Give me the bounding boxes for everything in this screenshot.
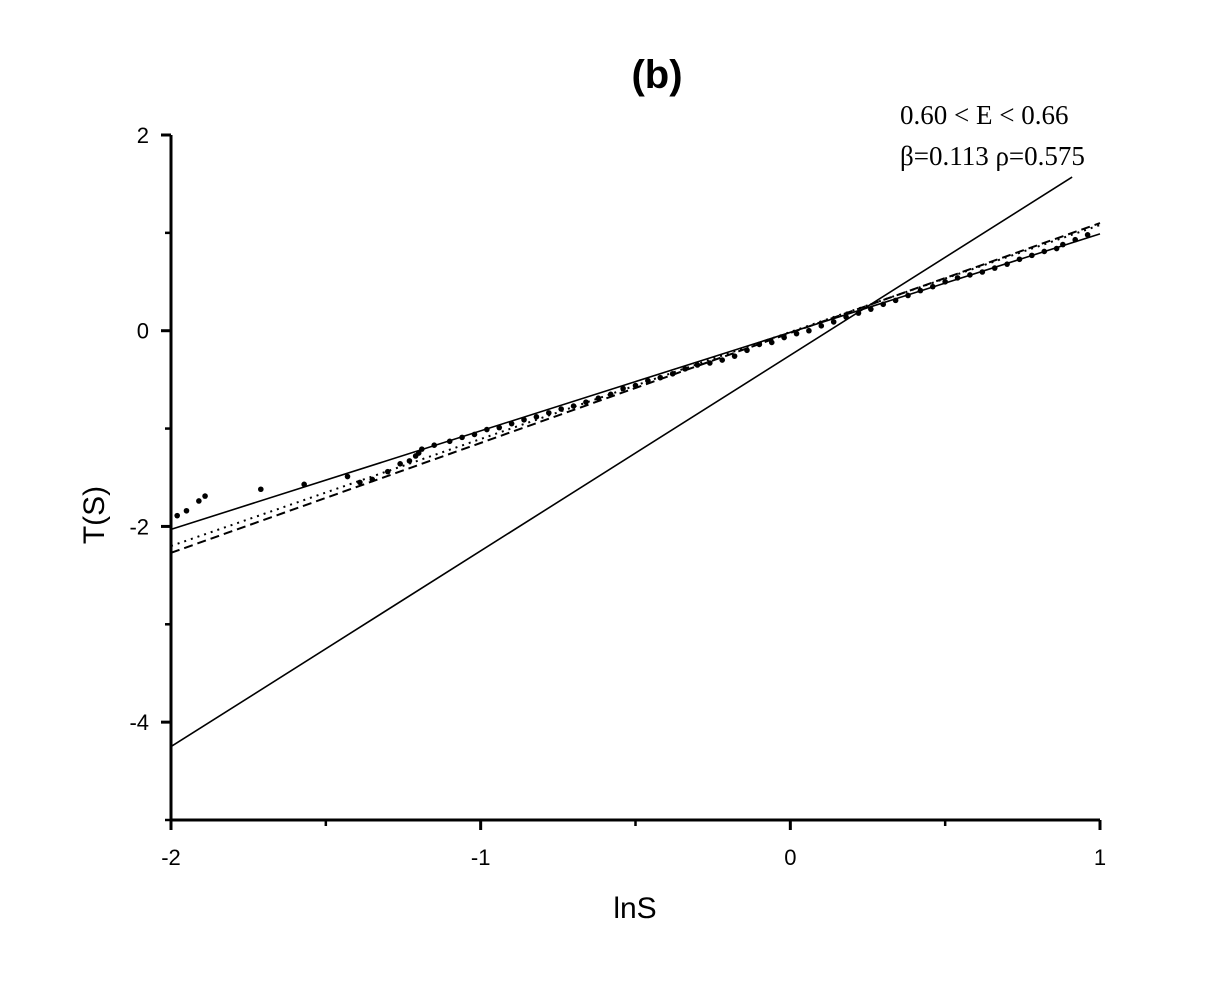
y-tick-label: -2 (129, 514, 149, 539)
x-tick-label: -1 (471, 845, 491, 870)
data-point (607, 391, 614, 398)
x-tick-label: 0 (784, 845, 796, 870)
data-point (570, 403, 577, 409)
data-point (196, 498, 202, 504)
data-point (384, 468, 391, 475)
solid-fit-line-1 (170, 233, 1101, 531)
data-point (174, 512, 180, 519)
data-point (583, 399, 589, 405)
x-tick-label: 1 (1094, 845, 1106, 870)
data-point (419, 446, 425, 452)
data-point (545, 410, 552, 416)
data-point (620, 385, 626, 392)
data-point (818, 323, 825, 329)
data-point (917, 287, 924, 294)
data-point (595, 395, 602, 402)
data-point (830, 319, 837, 325)
data-point (406, 458, 413, 464)
y-tick-label: -4 (129, 710, 149, 735)
data-point (1053, 245, 1060, 252)
data-point (301, 481, 307, 488)
data-point (446, 438, 453, 445)
data-point (632, 382, 639, 389)
data-point (929, 283, 936, 290)
data-point (357, 479, 363, 486)
x-tick-label: -2 (161, 845, 181, 870)
data-point (942, 278, 948, 285)
data-point (397, 461, 403, 467)
data-point (533, 414, 540, 420)
x-axis-title: lnS (613, 892, 656, 925)
data-point (484, 426, 490, 433)
data-point (1041, 248, 1048, 255)
data-point (431, 442, 438, 449)
data-point (459, 434, 465, 441)
data-point (369, 476, 376, 483)
solid-fit-line-2 (170, 176, 1073, 748)
y-ticks: -4 -2 0 2 (129, 123, 171, 822)
data-point (1004, 261, 1010, 267)
data-point (756, 341, 763, 348)
data-point (719, 357, 726, 363)
data-point (1029, 252, 1035, 259)
data-point (682, 366, 688, 372)
annotation-beta-rho: β=0.113 ρ=0.575 (900, 141, 1085, 171)
data-point (258, 486, 264, 493)
data-point (892, 297, 899, 304)
data-point (855, 310, 862, 316)
data-point (979, 269, 986, 275)
data-point (1016, 256, 1023, 263)
data-point (954, 275, 961, 281)
plot-points (174, 232, 1091, 519)
data-point (1072, 236, 1079, 243)
y-tick-label: 2 (137, 123, 149, 148)
data-point (669, 370, 676, 377)
data-point (202, 493, 208, 499)
data-point (508, 420, 515, 427)
data-point (905, 292, 911, 299)
data-point (496, 424, 503, 431)
annotation-energy-range: 0.60 < E < 0.66 (900, 100, 1068, 130)
data-point (843, 314, 849, 320)
data-point (344, 473, 351, 480)
data-point (868, 306, 874, 312)
data-point (1084, 232, 1091, 238)
data-point (707, 360, 713, 366)
y-tick-label: 0 (137, 319, 149, 344)
data-point (806, 327, 812, 334)
data-point (880, 301, 887, 308)
data-point (793, 330, 800, 337)
data-point (415, 450, 422, 456)
chart-title: (b) (631, 53, 682, 97)
data-point (731, 353, 738, 359)
y-axis-title: T(S) (78, 486, 111, 544)
data-point (558, 406, 564, 412)
data-point (991, 265, 998, 271)
data-point (1060, 241, 1066, 248)
data-point (521, 416, 527, 423)
data-point (967, 272, 973, 278)
x-ticks: -2 -1 0 1 (161, 820, 1106, 870)
data-point (781, 334, 787, 341)
data-point (694, 362, 701, 368)
data-point (657, 374, 664, 381)
data-point (645, 377, 651, 384)
data-point (471, 431, 478, 438)
data-point (768, 339, 775, 346)
data-point (183, 507, 190, 514)
data-point (744, 347, 750, 354)
plot-lines (170, 176, 1101, 748)
